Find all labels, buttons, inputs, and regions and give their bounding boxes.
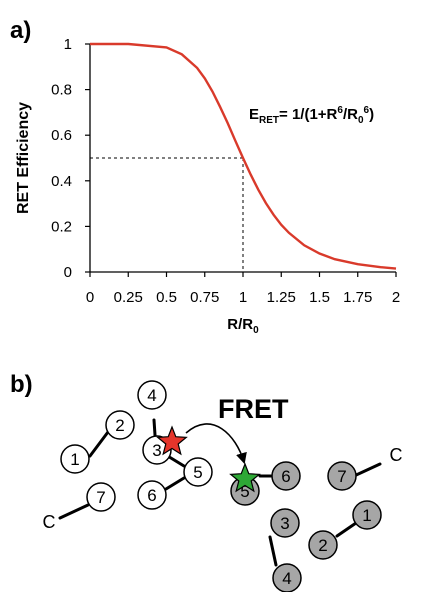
donor-bead-6 bbox=[137, 480, 167, 510]
x-tick-label-5: 1.25 bbox=[267, 289, 296, 306]
chain-bonds bbox=[58, 418, 382, 567]
y-tick-label-3: 0.6 bbox=[51, 127, 72, 144]
acceptor-bead-1-label: 1 bbox=[362, 506, 371, 525]
y-tick-label-0: 0 bbox=[64, 264, 72, 281]
acceptor-bead-7-label: 7 bbox=[337, 467, 346, 486]
donor-c-terminus: C bbox=[43, 512, 56, 532]
x-tick-label-2: 0.5 bbox=[156, 289, 177, 306]
x-tick-label-3: 0.75 bbox=[190, 289, 219, 306]
y-tick-label-4: 0.8 bbox=[51, 82, 72, 99]
donor-bead-3-label: 3 bbox=[152, 441, 161, 460]
acceptor-bead-5-label: 5 bbox=[240, 482, 249, 501]
fret-label: FRET bbox=[218, 394, 289, 424]
donor-bead-5 bbox=[183, 457, 213, 487]
acceptor-star-icon bbox=[229, 462, 261, 493]
y-axis-label: RET Efficiency bbox=[15, 102, 32, 214]
donor-bead-1 bbox=[60, 444, 90, 474]
x-tick-label-6: 1.5 bbox=[309, 289, 330, 306]
panel-a-label: a) bbox=[10, 17, 31, 44]
acceptor-bead-2 bbox=[308, 530, 338, 560]
donor-bead-6-label: 6 bbox=[147, 486, 156, 505]
acceptor-bead-2-label: 2 bbox=[318, 536, 327, 555]
donor-star-icon bbox=[156, 425, 188, 456]
acceptor-bead-3 bbox=[270, 508, 300, 538]
ret-efficiency-chart: 0 0.2 0.4 0.6 0.8 1 0 0.25 0.5 0.75 1 1.25 1.5 1.75 2… bbox=[15, 36, 400, 336]
x-tick-label-0: 0 bbox=[86, 289, 94, 306]
donor-bead-1-label: 1 bbox=[70, 450, 79, 469]
donor-bead-2 bbox=[105, 410, 135, 440]
y-tick-label-5: 1 bbox=[64, 36, 72, 53]
acceptor-bead-4 bbox=[272, 563, 302, 592]
donor-chain: 1 2 3 4 5 6 7 C bbox=[43, 380, 213, 532]
acceptor-bead-1 bbox=[352, 500, 382, 530]
x-axis-label: R/R0 bbox=[227, 316, 259, 336]
donor-bead-4-label: 4 bbox=[147, 386, 156, 405]
x-tick-label-7: 1.75 bbox=[343, 289, 372, 306]
x-tick-label-4: 1 bbox=[239, 289, 247, 306]
donor-bead-7-label: 7 bbox=[96, 488, 105, 507]
x-tick-label-1: 0.25 bbox=[114, 289, 143, 306]
fret-transfer-arrow bbox=[185, 423, 247, 465]
acceptor-bead-4-label: 4 bbox=[282, 569, 291, 588]
y-tick-label-1: 0.2 bbox=[51, 218, 72, 235]
acceptor-bead-6 bbox=[271, 461, 301, 491]
donor-bead-2-label: 2 bbox=[115, 416, 124, 435]
x-tick-label-8: 2 bbox=[392, 289, 400, 306]
acceptor-c-terminus: C bbox=[390, 445, 403, 465]
y-tick-label-2: 0.4 bbox=[51, 173, 72, 190]
acceptor-bead-6-label: 6 bbox=[281, 467, 290, 486]
efficiency-curve bbox=[90, 42, 397, 270]
formula: ERET= 1/(1+R6/R06) bbox=[249, 105, 374, 126]
donor-bead-4 bbox=[137, 380, 167, 410]
acceptor-chain: 1 2 3 4 5 6 7 C bbox=[230, 445, 403, 592]
donor-bead-7 bbox=[86, 482, 116, 512]
panel-b-label: b) bbox=[10, 371, 33, 398]
acceptor-bead-7 bbox=[327, 461, 357, 491]
acceptor-bead-3-label: 3 bbox=[280, 514, 289, 533]
donor-bead-5-label: 5 bbox=[193, 463, 202, 482]
